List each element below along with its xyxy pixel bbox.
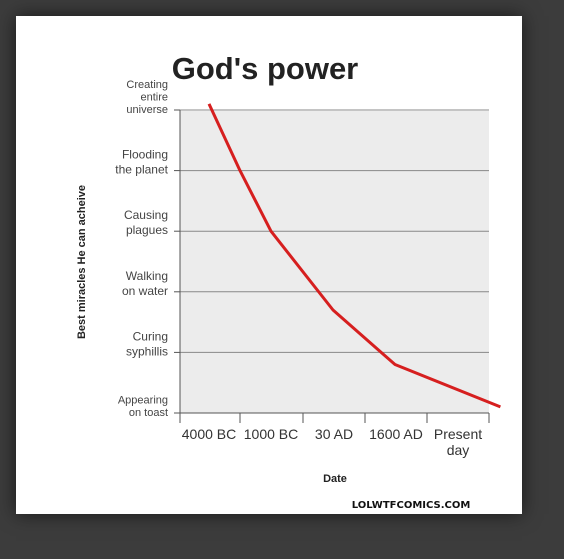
x-tick-label: 1600 AD: [369, 426, 423, 442]
y-axis-title: Best miracles He can acheive: [76, 185, 88, 339]
x-tick-label: 1000 BC: [244, 426, 298, 442]
x-axis-labels: 4000 BC 1000 BC 30 AD 1600 AD Present day: [182, 426, 482, 458]
chart-title: God's power: [172, 51, 359, 86]
x-tick-label: 30 AD: [315, 426, 353, 442]
y-tick-label: Flooding the planet: [115, 148, 168, 177]
y-tick-label: Appearing on toast: [118, 395, 168, 420]
y-tick-label: Walking on water: [122, 269, 168, 298]
series-line: [207, 103, 501, 409]
chart: God's power Appearing on toast Curing syphi…: [76, 51, 501, 511]
y-tick-label: Curing syphillis: [126, 329, 168, 358]
grid-lines: [180, 109, 489, 353]
y-axis-labels: Appearing on toast Curing syphillis Walking o…: [115, 79, 168, 419]
x-tick-label: Present day: [434, 426, 482, 458]
plot-area: [180, 111, 489, 413]
y-tick-label: Causing plagues: [124, 208, 168, 237]
axes: [174, 109, 490, 423]
x-axis-title: Date: [323, 473, 347, 485]
x-tick-label: 4000 BC: [182, 426, 236, 442]
watermark: LOLWTFCOMICS.COM: [352, 500, 471, 511]
y-tick-label: Creating entire universe: [126, 79, 168, 116]
chart-card: God's power Appearing on toast Curing syphi…: [16, 16, 522, 514]
